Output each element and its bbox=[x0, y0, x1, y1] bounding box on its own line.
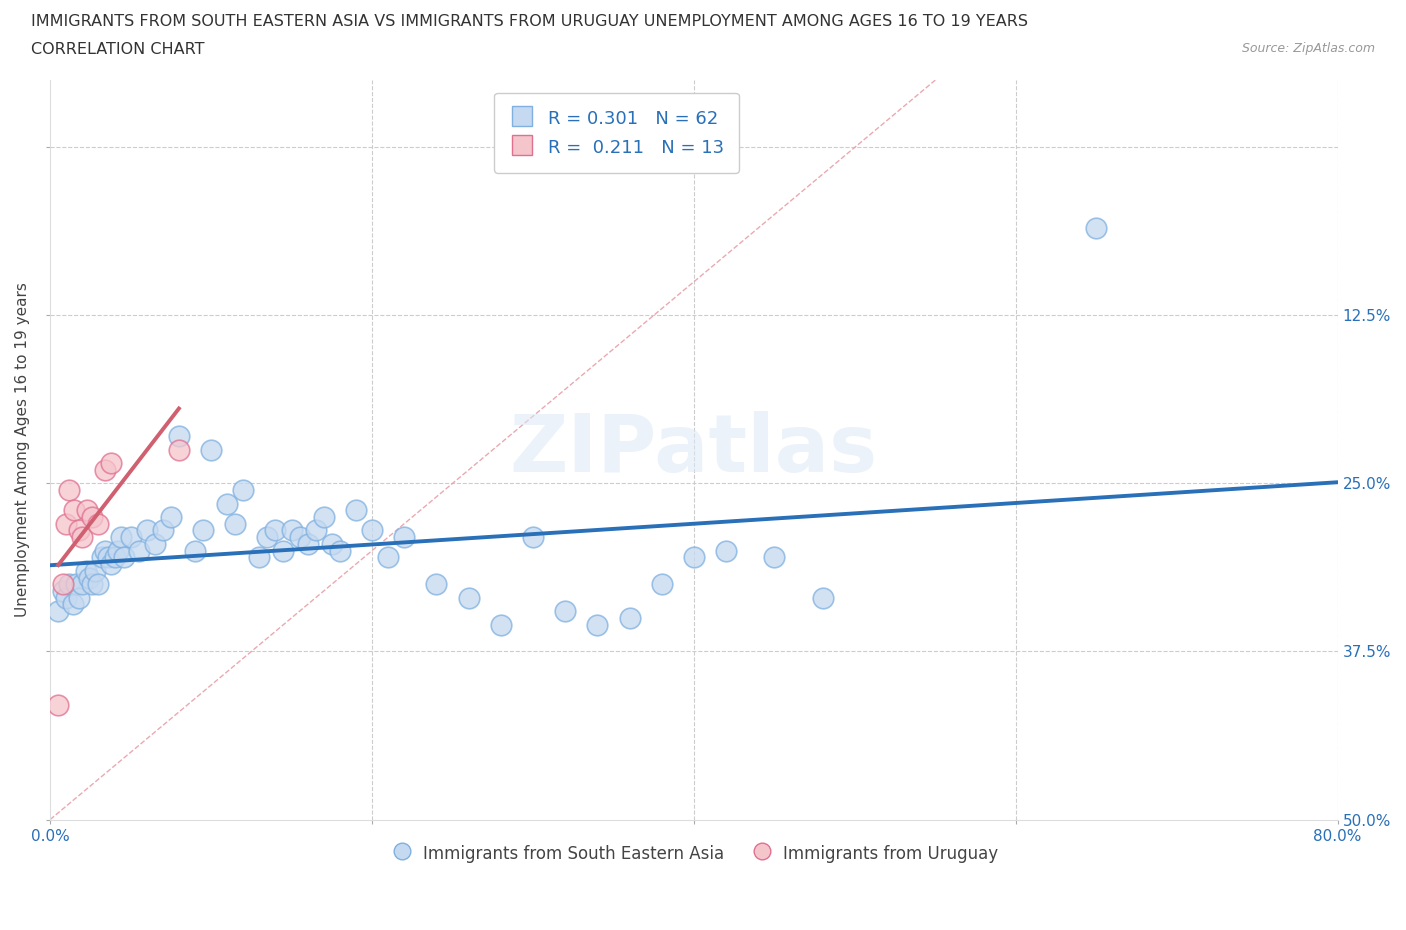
Point bbox=[714, 543, 737, 558]
Point bbox=[167, 429, 190, 444]
Point bbox=[80, 577, 103, 591]
Point bbox=[344, 503, 367, 518]
Point bbox=[217, 497, 239, 512]
Point bbox=[52, 577, 75, 591]
Point bbox=[72, 530, 94, 545]
Point bbox=[100, 456, 122, 471]
Point bbox=[457, 591, 479, 605]
Point bbox=[46, 604, 69, 618]
Point bbox=[619, 610, 641, 625]
Point bbox=[305, 523, 328, 538]
Point bbox=[232, 483, 254, 498]
Text: IMMIGRANTS FROM SOUTH EASTERN ASIA VS IMMIGRANTS FROM URUGUAY UNEMPLOYMENT AMONG: IMMIGRANTS FROM SOUTH EASTERN ASIA VS IM… bbox=[31, 14, 1028, 29]
Point bbox=[76, 503, 98, 518]
Point bbox=[392, 530, 415, 545]
Legend: Immigrants from South Eastern Asia, Immigrants from Uruguay: Immigrants from South Eastern Asia, Immi… bbox=[384, 837, 1004, 870]
Point bbox=[361, 523, 384, 538]
Point bbox=[425, 577, 447, 591]
Point bbox=[80, 510, 103, 525]
Point bbox=[90, 550, 112, 565]
Point bbox=[55, 591, 77, 605]
Point bbox=[135, 523, 157, 538]
Point bbox=[94, 462, 117, 477]
Point bbox=[55, 516, 77, 531]
Point bbox=[58, 483, 80, 498]
Point bbox=[46, 698, 69, 712]
Point bbox=[256, 530, 278, 545]
Point bbox=[1085, 220, 1108, 235]
Point bbox=[110, 530, 132, 545]
Point bbox=[811, 591, 834, 605]
Point bbox=[107, 543, 129, 558]
Point bbox=[247, 550, 270, 565]
Point bbox=[522, 530, 544, 545]
Point bbox=[72, 577, 94, 591]
Point bbox=[683, 550, 706, 565]
Point bbox=[128, 543, 150, 558]
Point bbox=[75, 564, 97, 578]
Point bbox=[143, 537, 166, 551]
Point bbox=[67, 523, 90, 538]
Point bbox=[84, 564, 107, 578]
Point bbox=[52, 583, 75, 598]
Point bbox=[65, 577, 87, 591]
Text: Source: ZipAtlas.com: Source: ZipAtlas.com bbox=[1241, 42, 1375, 55]
Point bbox=[763, 550, 786, 565]
Point bbox=[191, 523, 214, 538]
Point bbox=[264, 523, 287, 538]
Point bbox=[273, 543, 295, 558]
Point bbox=[120, 530, 142, 545]
Point bbox=[586, 618, 609, 632]
Point bbox=[224, 516, 246, 531]
Y-axis label: Unemployment Among Ages 16 to 19 years: Unemployment Among Ages 16 to 19 years bbox=[15, 283, 30, 618]
Point bbox=[58, 577, 80, 591]
Point bbox=[63, 503, 86, 518]
Point bbox=[87, 516, 110, 531]
Point bbox=[280, 523, 302, 538]
Point bbox=[97, 550, 120, 565]
Point bbox=[329, 543, 352, 558]
Point bbox=[312, 510, 335, 525]
Point bbox=[152, 523, 174, 538]
Point bbox=[554, 604, 576, 618]
Point bbox=[167, 443, 190, 458]
Point bbox=[377, 550, 399, 565]
Point bbox=[112, 550, 135, 565]
Text: CORRELATION CHART: CORRELATION CHART bbox=[31, 42, 204, 57]
Point bbox=[651, 577, 673, 591]
Point bbox=[321, 537, 343, 551]
Point bbox=[94, 543, 117, 558]
Point bbox=[489, 618, 512, 632]
Point bbox=[103, 550, 125, 565]
Point bbox=[100, 557, 122, 572]
Point bbox=[77, 570, 100, 585]
Point bbox=[184, 543, 207, 558]
Point bbox=[67, 591, 90, 605]
Text: ZIPatlas: ZIPatlas bbox=[510, 411, 877, 489]
Point bbox=[200, 443, 222, 458]
Point bbox=[288, 530, 311, 545]
Point bbox=[62, 597, 84, 612]
Point bbox=[87, 577, 110, 591]
Point bbox=[297, 537, 319, 551]
Point bbox=[160, 510, 183, 525]
